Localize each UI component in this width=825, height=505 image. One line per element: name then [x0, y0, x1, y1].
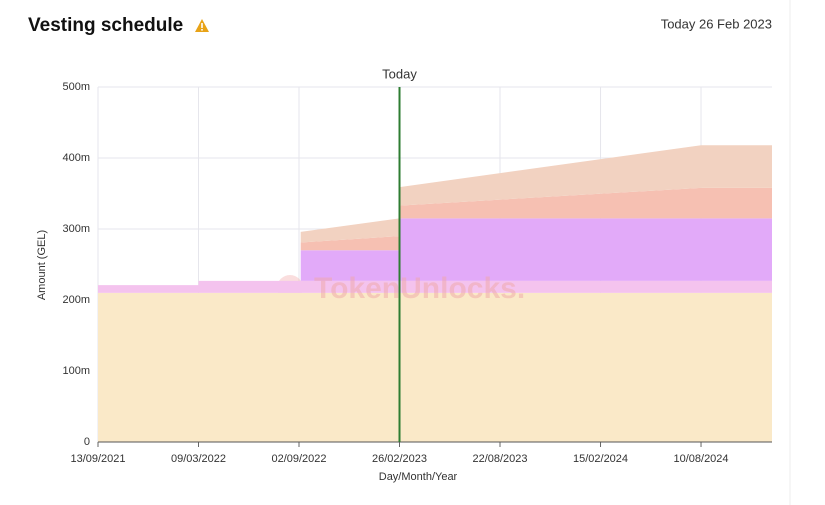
y-tick-label: 0 [84, 436, 90, 448]
y-tick-label: 200m [62, 294, 90, 306]
y-tick-label: 400m [62, 152, 90, 164]
warning-icon [195, 19, 209, 32]
x-tick-label: 15/02/2024 [573, 453, 628, 465]
y-tick-label: 300m [62, 223, 90, 235]
x-axis-title: Day/Month/Year [379, 471, 458, 483]
area [98, 187, 772, 286]
today-label: Today [382, 66, 417, 81]
header-date: Today 26 Feb 2023 [661, 16, 772, 31]
watermark-text: TokenUnlocks. [314, 272, 525, 305]
x-tick-label: 02/09/2022 [271, 453, 326, 465]
area [98, 145, 772, 286]
area [98, 218, 772, 286]
y-tick-label: 500m [62, 81, 90, 93]
y-axis-title: Amount (GEL) [36, 230, 48, 300]
x-tick-label: 10/08/2024 [673, 453, 728, 465]
area [98, 292, 772, 442]
x-tick-label: 22/08/2023 [472, 453, 527, 465]
chart-title: Vesting schedule [28, 15, 183, 36]
x-tick-label: 26/02/2023 [372, 453, 427, 465]
x-tick-label: 09/03/2022 [171, 453, 226, 465]
area [98, 280, 772, 293]
x-tick-label: 13/09/2021 [70, 453, 125, 465]
y-tick-label: 100m [62, 365, 90, 377]
